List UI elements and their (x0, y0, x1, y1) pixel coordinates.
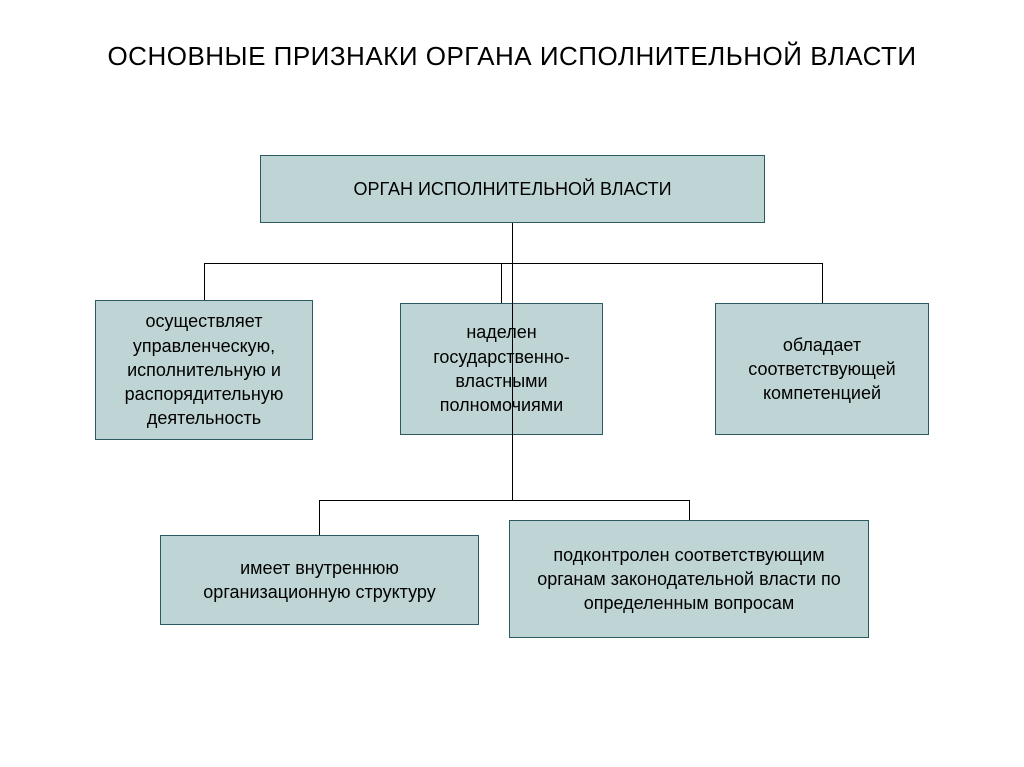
edge-drop-c1 (204, 263, 205, 300)
edge-drop-c4 (319, 500, 320, 535)
node-c4-label: имеет внутреннюю организационную структу… (175, 556, 464, 605)
node-c5: подконтролен соответствующим органам зак… (509, 520, 869, 638)
edge-drop-c2 (501, 263, 502, 303)
node-root-label: ОРГАН ИСПОЛНИТЕЛЬНОЙ ВЛАСТИ (353, 177, 671, 201)
edge-drop-c3 (822, 263, 823, 303)
edge-bus-row2 (319, 500, 690, 501)
node-c3-label: обладает соответствующей компетенцией (730, 333, 914, 406)
node-c5-label: подконтролен соответствующим органам зак… (524, 543, 854, 616)
node-root: ОРГАН ИСПОЛНИТЕЛЬНОЙ ВЛАСТИ (260, 155, 765, 223)
node-c4: имеет внутреннюю организационную структу… (160, 535, 479, 625)
diagram-title: ОСНОВНЫЕ ПРИЗНАКИ ОРГАНА ИСПОЛНИТЕЛЬНОЙ … (0, 40, 1024, 74)
edge-bus-row1 (204, 263, 823, 264)
edge-root-stem (512, 223, 513, 500)
edge-drop-c5 (689, 500, 690, 520)
node-c2-label: наделен государственно-властными полномо… (415, 320, 588, 417)
node-c1-label: осуществляет управленческую, исполнитель… (110, 309, 298, 430)
node-c2: наделен государственно-властными полномо… (400, 303, 603, 435)
node-c1: осуществляет управленческую, исполнитель… (95, 300, 313, 440)
node-c3: обладает соответствующей компетенцией (715, 303, 929, 435)
